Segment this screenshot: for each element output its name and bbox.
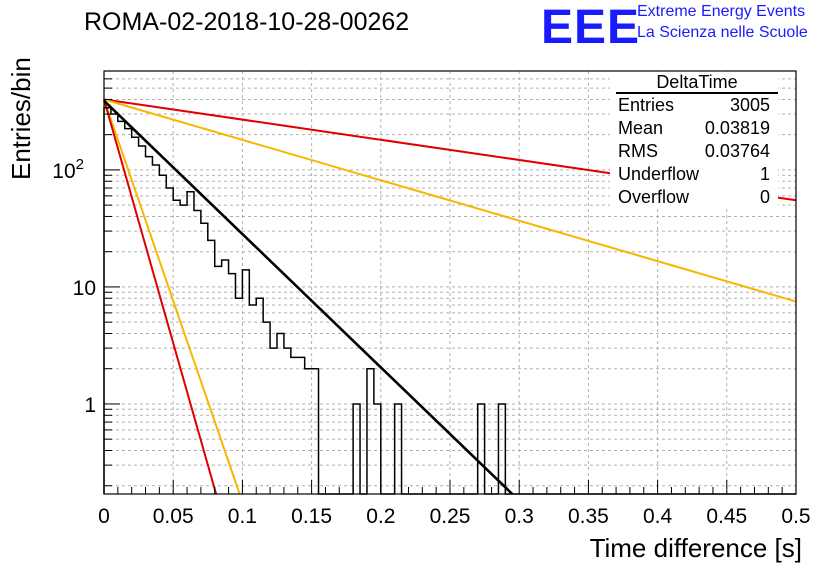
x-tick-label: 0.25 xyxy=(430,505,471,528)
axis-ticks xyxy=(103,70,797,494)
x-tick-label: 0.05 xyxy=(153,505,194,528)
stats-value: 0.03764 xyxy=(704,141,770,161)
x-tick-label: 0.2 xyxy=(366,505,395,528)
x-tick-label: 0 xyxy=(98,505,110,528)
stats-key: Entries xyxy=(618,95,675,115)
stats-value: 1 xyxy=(759,164,770,184)
x-axis-label: Time difference [s] xyxy=(589,533,802,563)
stats-value: 0.03819 xyxy=(704,118,770,138)
stats-row: RMS 0.03764 xyxy=(610,140,778,163)
stats-row: Entries 3005 xyxy=(610,94,778,117)
stats-value: 0 xyxy=(759,187,770,207)
x-tick-label: 0.15 xyxy=(291,505,332,528)
y-tick-label: 10 xyxy=(73,277,96,300)
logo-line-2: La Scienza nelle Scuole xyxy=(637,24,808,41)
stats-box: DeltaTime Entries 3005 Mean 0.03819 RMS … xyxy=(610,72,778,209)
fit-line-orange xyxy=(103,98,797,303)
x-tick-label: 0.5 xyxy=(781,505,810,528)
stats-row: Mean 0.03819 xyxy=(610,117,778,140)
x-tick-label: 0.35 xyxy=(568,505,609,528)
run-title: ROMA-02-2018-10-28-00262 xyxy=(84,8,410,36)
x-tick-label: 0.3 xyxy=(505,505,534,528)
stats-key: Overflow xyxy=(618,187,690,207)
y-tick-label: 1 xyxy=(84,394,96,417)
x-tick-label: 0.1 xyxy=(228,505,257,528)
stats-title: DeltaTime xyxy=(616,72,778,94)
stats-row: Underflow 1 xyxy=(610,163,778,186)
y-tick-label: 102 xyxy=(52,156,84,183)
logo-line-1: Extreme Energy Events xyxy=(637,3,806,20)
eee-logo: EEE xyxy=(541,1,641,54)
x-tick-labels: 0 0.05 0.1 0.15 0.2 0.25 0.3 0.35 0.4 0.45 0.5 xyxy=(98,505,810,528)
x-tick-label: 0.45 xyxy=(706,505,747,528)
stats-row: Overflow 0 xyxy=(610,186,778,209)
stats-key: Mean xyxy=(618,118,664,138)
x-tick-label: 0.4 xyxy=(643,505,673,528)
stats-value: 3005 xyxy=(729,95,770,115)
stats-key: RMS xyxy=(618,141,658,161)
y-tick-labels: 1 10 102 xyxy=(52,156,96,417)
stats-key: Underflow xyxy=(618,164,700,184)
fit-line-orange xyxy=(103,99,241,495)
y-axis-label: Entries/bin xyxy=(6,57,36,180)
fit-line-red xyxy=(103,99,218,495)
fit-line-black xyxy=(103,99,514,495)
